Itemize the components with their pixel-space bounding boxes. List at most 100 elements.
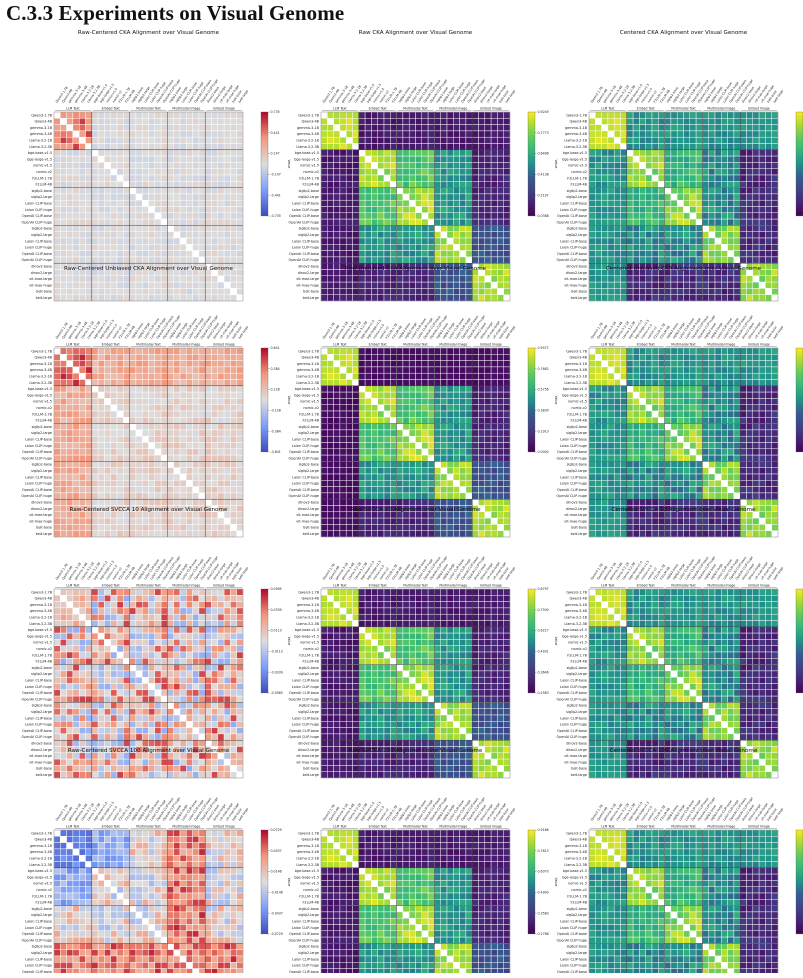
heatmap-cell [627,112,633,118]
heatmap-cell [142,449,148,455]
heatmap-cell [434,405,440,411]
heatmap-cell [765,137,771,143]
heatmap-cell [60,188,66,194]
heatmap-cell [441,225,447,231]
heatmap-cell [447,251,453,257]
heatmap-cell [136,443,142,449]
heatmap-cell [479,461,485,467]
heatmap-cell [497,175,503,181]
heatmap-cell [199,518,205,524]
heatmap-cell [434,461,440,467]
heatmap-cell [212,156,218,162]
heatmap-cell [403,424,409,430]
heatmap-cell [212,443,218,449]
heatmap-cell [212,424,218,430]
heatmap-cell [104,169,110,175]
heatmap-cell [671,144,677,150]
heatmap-cell [365,436,371,442]
heatmap-cell [123,156,129,162]
heatmap-cell [130,398,136,404]
heatmap-cell [174,257,180,263]
heatmap-cell [485,417,491,423]
heatmap-cell [186,295,192,301]
row-tick-label: F2LLM-1.7B [299,176,319,180]
heatmap-cell [117,257,123,263]
heatmap-cell [472,354,478,360]
heatmap-cell [321,361,327,367]
heatmap-cell [684,137,690,143]
heatmap-cell [149,487,155,493]
heatmap-cell [504,288,510,294]
heatmap-cell [353,354,359,360]
heatmap-cell [403,493,409,499]
heatmap-cell [327,430,333,436]
heatmap-cell [772,263,778,269]
heatmap-cell [633,276,639,282]
colorbar-tick-label: 0.128 [271,388,280,392]
heatmap-cell [212,232,218,238]
heatmap-cell [174,144,180,150]
heatmap-cell [728,251,734,257]
heatmap-cell [123,405,129,411]
heatmap-cell [491,506,497,512]
heatmap-cell [130,282,136,288]
heatmap-cell [589,131,595,137]
heatmap-cell [422,424,428,430]
heatmap-cell [340,162,346,168]
heatmap-cell [327,232,333,238]
heatmap-cell [497,405,503,411]
heatmap-cell [765,225,771,231]
colorbar-tick-label: 0.7662 [538,367,549,371]
heatmap-cell [180,461,186,467]
heatmap-cell [460,348,466,354]
heatmap-cell [453,219,459,225]
heatmap-cell [136,175,142,181]
row-tick-label: nomic-v1.5 [568,164,587,168]
heatmap-cell [98,461,104,467]
heatmap-cell [595,219,601,225]
heatmap-cell [117,137,123,143]
heatmap-cell [378,282,384,288]
heatmap-cell [186,238,192,244]
heatmap-cell [123,449,129,455]
heatmap-cell [403,443,409,449]
heatmap-cell [441,461,447,467]
heatmap-cell [149,424,155,430]
heatmap-cell [378,380,384,386]
heatmap-cell [759,112,765,118]
heatmap-cell [646,112,652,118]
heatmap-cell [728,207,734,213]
heatmap-cell [485,112,491,118]
heatmap-cell [142,112,148,118]
heatmap-cell [403,175,409,181]
heatmap-cell [504,512,510,518]
heatmap-cell [237,238,243,244]
heatmap-cell [479,354,485,360]
heatmap-cell [409,417,415,423]
heatmap-cell [384,169,390,175]
heatmap-cell [447,524,453,530]
colorbar [261,348,268,452]
heatmap-cell [702,207,708,213]
heatmap-cell [390,487,396,493]
heatmap-cell [416,430,422,436]
heatmap-cell [86,424,92,430]
heatmap-cell [321,112,327,118]
heatmap-cell [434,137,440,143]
heatmap-cell [117,150,123,156]
row-tick-label: F2LLM-4B [35,419,52,423]
heatmap-cell [321,424,327,430]
heatmap-cell [378,443,384,449]
heatmap-cell [111,238,117,244]
heatmap-cell [384,468,390,474]
heatmap-cell [359,188,365,194]
heatmap-cell [224,531,230,537]
heatmap-cell [237,480,243,486]
heatmap-cell [205,436,211,442]
heatmap-cell [639,207,645,213]
heatmap-cell [690,251,696,257]
heatmap-cell [212,480,218,486]
heatmap-cell [614,238,620,244]
heatmap-cell [86,156,92,162]
heatmap-cell [155,373,161,379]
